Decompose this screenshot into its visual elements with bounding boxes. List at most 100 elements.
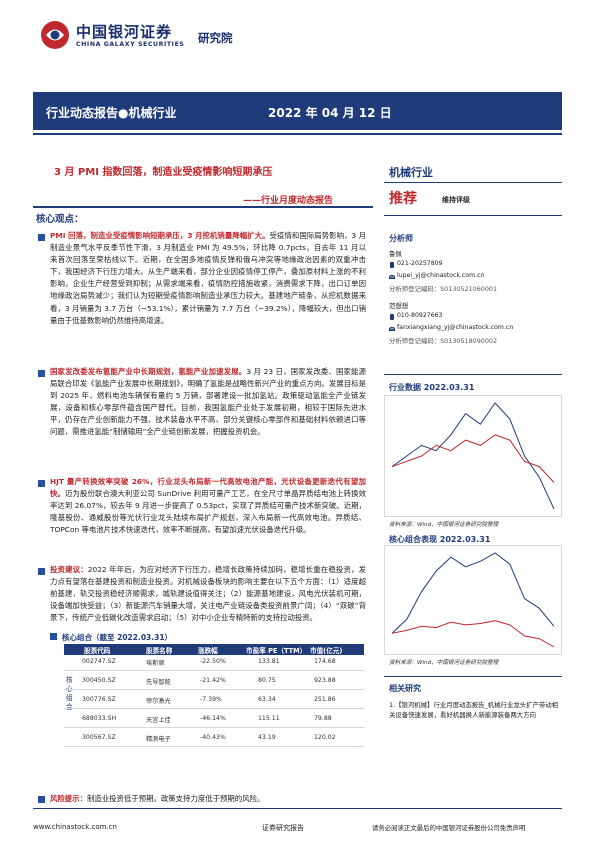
- phone-icon: [390, 262, 394, 268]
- column-header: 股票代码: [84, 647, 111, 655]
- analyst-heading: 分析师: [389, 234, 413, 243]
- analyst-email[interactable]: lupei_yj@chinastock.com.cn: [397, 272, 485, 279]
- table-cell: 115.11: [258, 715, 280, 722]
- portfolio-heading: 核心组合（截至 2022.03.31）: [62, 633, 173, 642]
- rating-note: 维持评级: [442, 196, 470, 204]
- related-research-item[interactable]: 1.【银河机械】行业月度动态报告_机械行业龙头扩产带动相关设备快速发展，看好机器…: [389, 701, 559, 719]
- report-subtitle: ——行业月度动态报告: [243, 196, 334, 206]
- risk-label: 风险提示：: [50, 794, 87, 803]
- table-cell: 43.19: [258, 734, 276, 741]
- chart-frame: [384, 545, 562, 655]
- sidebar-divider: [384, 182, 562, 183]
- core-performance-heading: 核心组合表现 2022.03.31: [389, 535, 491, 544]
- bullet-hydrogen: 国家发改委发布氢能产业中长期规划，氢能产业加速发展。3 月 23 日，国家发改委…: [50, 366, 366, 439]
- table-row-divider: [64, 670, 364, 671]
- column-header: 市盈率 PE（TTM）: [246, 647, 307, 655]
- analyst-email[interactable]: fanxiangxiang_yj@chinastock.com.cn: [397, 324, 514, 331]
- analyst-name: 范想想: [389, 302, 409, 310]
- analyst-cert: 分析师登记编码：S0130521060001: [389, 285, 498, 293]
- report-date: 2022 年 04 月 12 日: [268, 106, 392, 120]
- brand-name-en: CHINA GALAXY SECURITIES: [76, 41, 185, 48]
- risk-text: 制造业投资低于预期。政策支持力度低于预期的风险。: [86, 794, 265, 803]
- table-cell: 79.88: [314, 715, 332, 722]
- footer-url[interactable]: www.chinastock.com.cn: [33, 823, 117, 831]
- bullet-marker-icon: [38, 796, 45, 803]
- bullet-body: 3 月 23 日，国家发改委、国家能源局联合印发《氢能产业发展中长期规划》，明确…: [50, 367, 366, 437]
- table-cell: 300567.SZ: [82, 734, 116, 741]
- bullet-lead: PMI 回落，制造业受疫情影响短期承压，3 月挖机销量降幅扩大。: [50, 231, 270, 240]
- institute-label: 研究院: [198, 31, 233, 45]
- analyst-phone: 010-80927663: [397, 312, 443, 319]
- bullet-body: 2022 年年后，为应对经济下行压力，稳增长政策持续加码，稳增长重在稳投资，发力…: [50, 565, 366, 623]
- industry-data-heading: 行业数据 2022.03.31: [389, 383, 475, 392]
- column-header: 涨跌幅: [198, 647, 218, 655]
- table-cell: 923.88: [314, 677, 336, 684]
- series-line-1: [391, 434, 555, 483]
- bullet-marker-icon: [50, 633, 57, 640]
- table-cell: 300450.SZ: [82, 677, 116, 684]
- sidebar-divider: [384, 676, 562, 677]
- footer-rule: [33, 808, 562, 809]
- brand-name-cn: 中国银河证券: [76, 23, 173, 41]
- bullet-lead: HJT 量产转换效率突破 26%，行业龙头布局新一代高效电池产能，光伏设备更新迭…: [50, 477, 366, 499]
- table-cell: 120.02: [314, 734, 336, 741]
- table-cell: 80.75: [258, 677, 276, 684]
- bullet-lead: 国家发改委发布氢能产业中长期规划，氢能产业加速发展。: [50, 367, 247, 376]
- table-cell: 精测电子: [146, 736, 171, 743]
- table-cell: 688033.SH: [82, 715, 117, 722]
- bullet-body: 受疫情和国际局势影响，3 月制造业景气水平反季节性下滑，3 月制造业 PMI 为…: [50, 231, 367, 325]
- bullet-pmi: PMI 回落，制造业受疫情影响短期承压，3 月挖机销量降幅扩大。受疫情和国际局势…: [50, 230, 366, 327]
- series-line-0: [391, 402, 555, 510]
- table-row-divider: [64, 708, 364, 709]
- sidebar-divider: [384, 215, 562, 216]
- table-cell: -7.39%: [200, 696, 222, 703]
- risk-warning: 风险提示：制造业投资低于预期。政策支持力度低于预期的风险。: [50, 793, 264, 804]
- report-title: 3 月 PMI 指数回落，制造业受疫情影响短期承压: [54, 167, 273, 178]
- table-row-divider: [64, 689, 364, 690]
- sidebar-divider: [384, 374, 562, 375]
- analyst-name: 鲁佩: [389, 250, 402, 258]
- bullet-lead: 投资建议：: [50, 565, 88, 574]
- bullet-body: 迈为股份联合澳大利亚公司 SunDrive 利用可量产工艺，在全尺寸单晶异质结电…: [50, 489, 366, 535]
- rating-badge: 推荐: [389, 191, 417, 207]
- bullet-investment: 投资建议：2022 年年后，为应对经济下行压力，稳增长政策持续加码，稳增长重在稳…: [50, 564, 366, 624]
- header-banner: [33, 92, 562, 130]
- bullet-marker-icon: [38, 568, 45, 575]
- industry-name: 机械行业: [389, 166, 433, 179]
- header-rule: [33, 133, 562, 135]
- column-header: 股票名称: [146, 647, 173, 655]
- table-cell: -21.42%: [200, 677, 226, 684]
- footer-disclaimer: 请务必阅读正文最后的中国银河证券股份公司免责声明: [372, 824, 526, 832]
- chart-frame: [384, 395, 562, 517]
- table-cell: -22.50%: [200, 658, 226, 665]
- company-logo-icon: [41, 21, 69, 49]
- bullet-marker-icon: [38, 234, 45, 241]
- core-performance-chart: [384, 545, 562, 655]
- table-cell: 天宜上佳: [146, 717, 171, 724]
- section-divider: [33, 206, 373, 208]
- column-header: 市值(亿元): [310, 647, 343, 655]
- table-side-label: 核心组合: [66, 676, 73, 711]
- table-header-bar: [64, 644, 364, 655]
- email-icon: [389, 326, 395, 331]
- table-row-divider: [64, 746, 364, 747]
- table-cell: 63.34: [258, 696, 276, 703]
- series-line-1: [391, 620, 555, 648]
- table-cell: 帝尔激光: [146, 698, 171, 705]
- analyst-cert: 分析师登记编码：S0130518090002: [389, 337, 498, 345]
- table-cell: -46.14%: [200, 715, 226, 722]
- table-cell: 先导智能: [146, 679, 171, 686]
- table-cell: 300776.SZ: [82, 696, 116, 703]
- phone-icon: [390, 314, 394, 320]
- series-line-0: [391, 552, 555, 634]
- analyst-phone: 021-20257809: [397, 260, 443, 267]
- email-icon: [389, 274, 395, 279]
- table-cell: -40.43%: [200, 734, 226, 741]
- table-cell: 133.81: [258, 658, 280, 665]
- table-cell: 埃斯顿: [146, 660, 165, 667]
- footer-label: 证券研究报告: [262, 824, 304, 832]
- chart-source: 资料来源：Wind，中国银河证券研究院整理: [389, 660, 499, 666]
- industry-data-chart: [384, 395, 562, 517]
- table-row-divider: [64, 727, 364, 728]
- core-views-heading: 核心观点：: [36, 214, 84, 225]
